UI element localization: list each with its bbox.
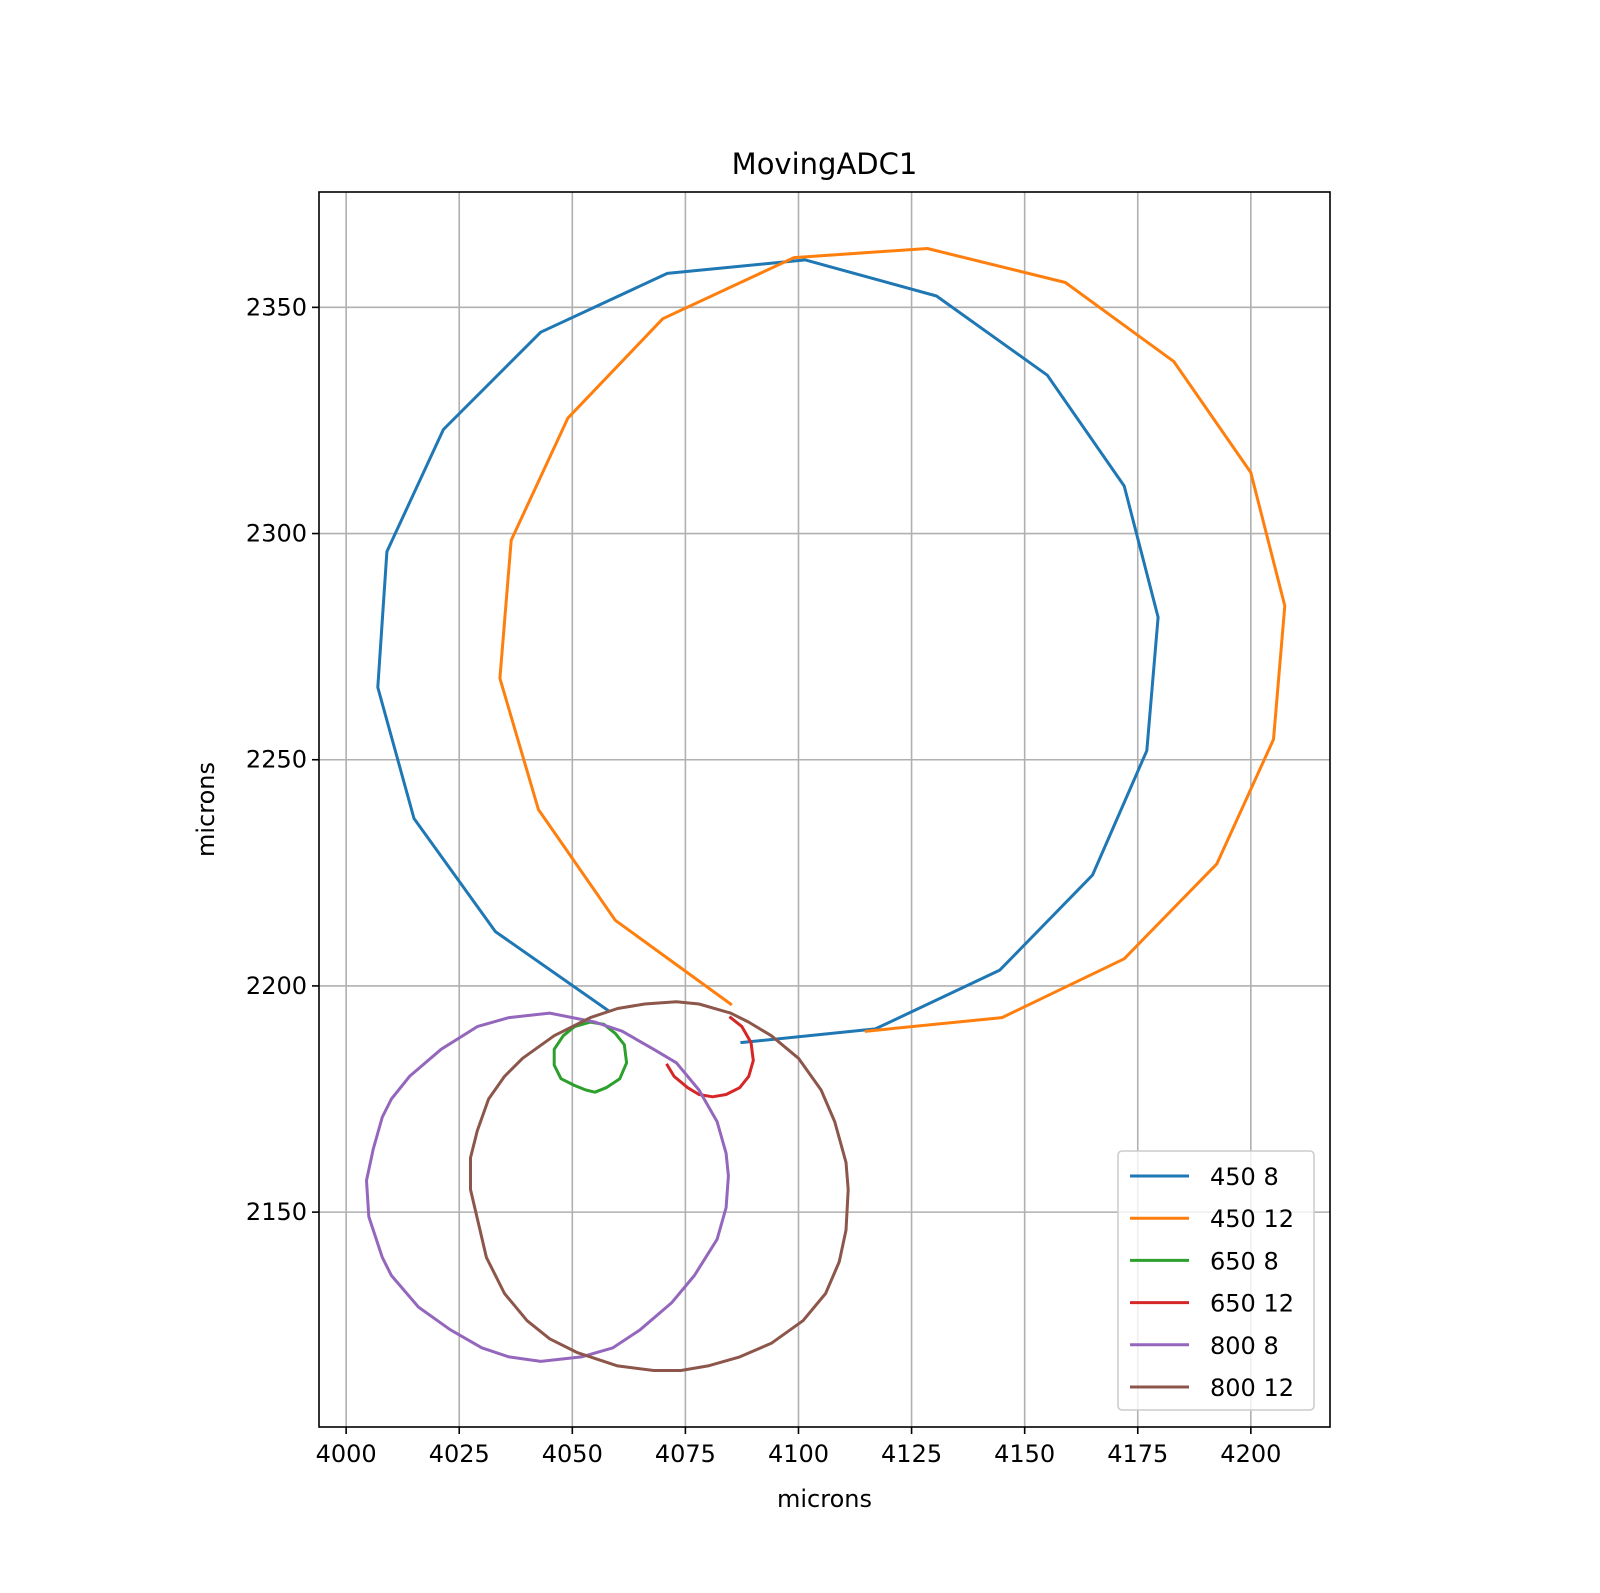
legend-label: 650 12 [1210, 1290, 1294, 1318]
legend-label: 650 8 [1210, 1247, 1279, 1275]
x-tick-label: 4200 [1220, 1440, 1281, 1468]
series-line-450-8 [376, 258, 1160, 1045]
y-tick-label: 2150 [246, 1198, 307, 1226]
chart-title: MovingADC1 [732, 147, 918, 181]
ticks: 4000 4025 4050 4075 4100 4125 4150 4175 4200 2150… [246, 293, 1281, 1468]
series-line-450-12 [498, 247, 1287, 1033]
y-tick-label: 2300 [246, 520, 307, 548]
y-axis-label: microns [192, 762, 220, 857]
series-line-800-12 [469, 1000, 850, 1372]
y-tick-label: 2350 [246, 293, 307, 321]
x-tick-label: 4025 [429, 1440, 490, 1468]
x-axis-label: microns [777, 1485, 872, 1513]
legend-label: 800 12 [1210, 1374, 1294, 1402]
legend: 450 8 450 12 650 8 650 12 800 8 800 12 [1117, 1150, 1315, 1411]
series-line-800-8 [365, 1011, 730, 1363]
x-tick-label: 4150 [994, 1440, 1055, 1468]
legend-label: 800 8 [1210, 1332, 1279, 1360]
series-layer [365, 247, 1287, 1372]
x-tick-label: 4075 [655, 1440, 716, 1468]
x-tick-label: 4000 [316, 1440, 377, 1468]
grid [319, 192, 1330, 1427]
series-line-650-8 [552, 1020, 629, 1094]
x-tick-label: 4125 [881, 1440, 942, 1468]
legend-label: 450 12 [1210, 1205, 1294, 1233]
y-tick-label: 2250 [246, 746, 307, 774]
x-tick-label: 4175 [1107, 1440, 1168, 1468]
x-tick-label: 4050 [542, 1440, 603, 1468]
y-tick-label: 2200 [246, 972, 307, 1000]
series-line-650-12 [665, 1015, 755, 1099]
plot-frame [318, 191, 1331, 1428]
legend-label: 450 8 [1210, 1163, 1279, 1191]
x-tick-label: 4100 [768, 1440, 829, 1468]
